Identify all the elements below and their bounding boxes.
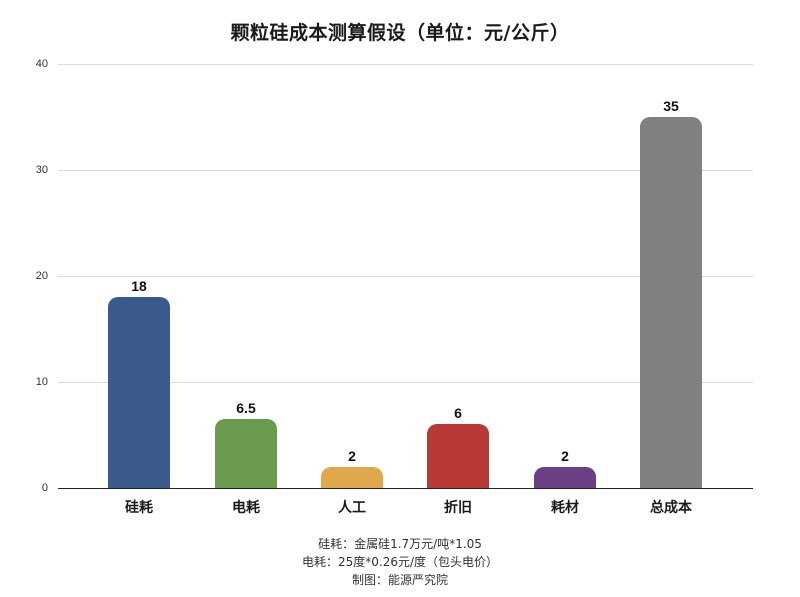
y-tick-label: 20 — [35, 270, 48, 282]
y-tick-label: 40 — [35, 58, 48, 70]
value-label: 6 — [454, 405, 462, 422]
value-label: 6.5 — [236, 400, 256, 417]
note-credit: 制图：能源严究院 — [351, 573, 448, 587]
bar-power-consumption — [215, 419, 277, 488]
y-tick-label: 10 — [35, 376, 48, 388]
bar-silicon-consumption — [108, 297, 170, 488]
bar-labor — [321, 466, 383, 488]
chart-title: 颗粒硅成本测算假设（单位：元/公斤） — [230, 22, 570, 44]
gridline-40 — [58, 64, 753, 65]
note-silicon: 硅耗：金属硅1.7万元/吨*1.05 — [318, 537, 482, 551]
x-category-label: 人工 — [338, 500, 366, 516]
x-category-label: 耗材 — [551, 500, 579, 516]
value-label: 18 — [131, 278, 147, 295]
x-category-label: 总成本 — [650, 500, 692, 516]
value-label: 2 — [561, 447, 569, 464]
bar-depreciation — [427, 424, 489, 488]
x-axis-line — [58, 487, 753, 489]
x-category-label: 电耗 — [232, 500, 260, 516]
gridline-10 — [58, 382, 753, 383]
bar-consumables — [534, 466, 596, 488]
gridline-30 — [58, 170, 753, 171]
y-tick-label: 0 — [41, 482, 48, 494]
y-tick-label: 30 — [35, 164, 48, 176]
value-label: 35 — [663, 98, 679, 114]
bar-total-cost — [640, 117, 702, 488]
value-label: 2 — [348, 447, 356, 464]
footnotes: 硅耗：金属硅1.7万元/吨*1.05 电耗：25度*0.26元/度（包头电价） … — [0, 535, 800, 589]
note-power: 电耗：25度*0.26元/度（包头电价） — [301, 555, 499, 569]
plot-area: 18 6.5 2 6 2 35 — [58, 64, 753, 489]
x-category-label: 折旧 — [444, 500, 472, 516]
x-category-label: 硅耗 — [125, 500, 153, 516]
gridline-20 — [58, 276, 753, 277]
